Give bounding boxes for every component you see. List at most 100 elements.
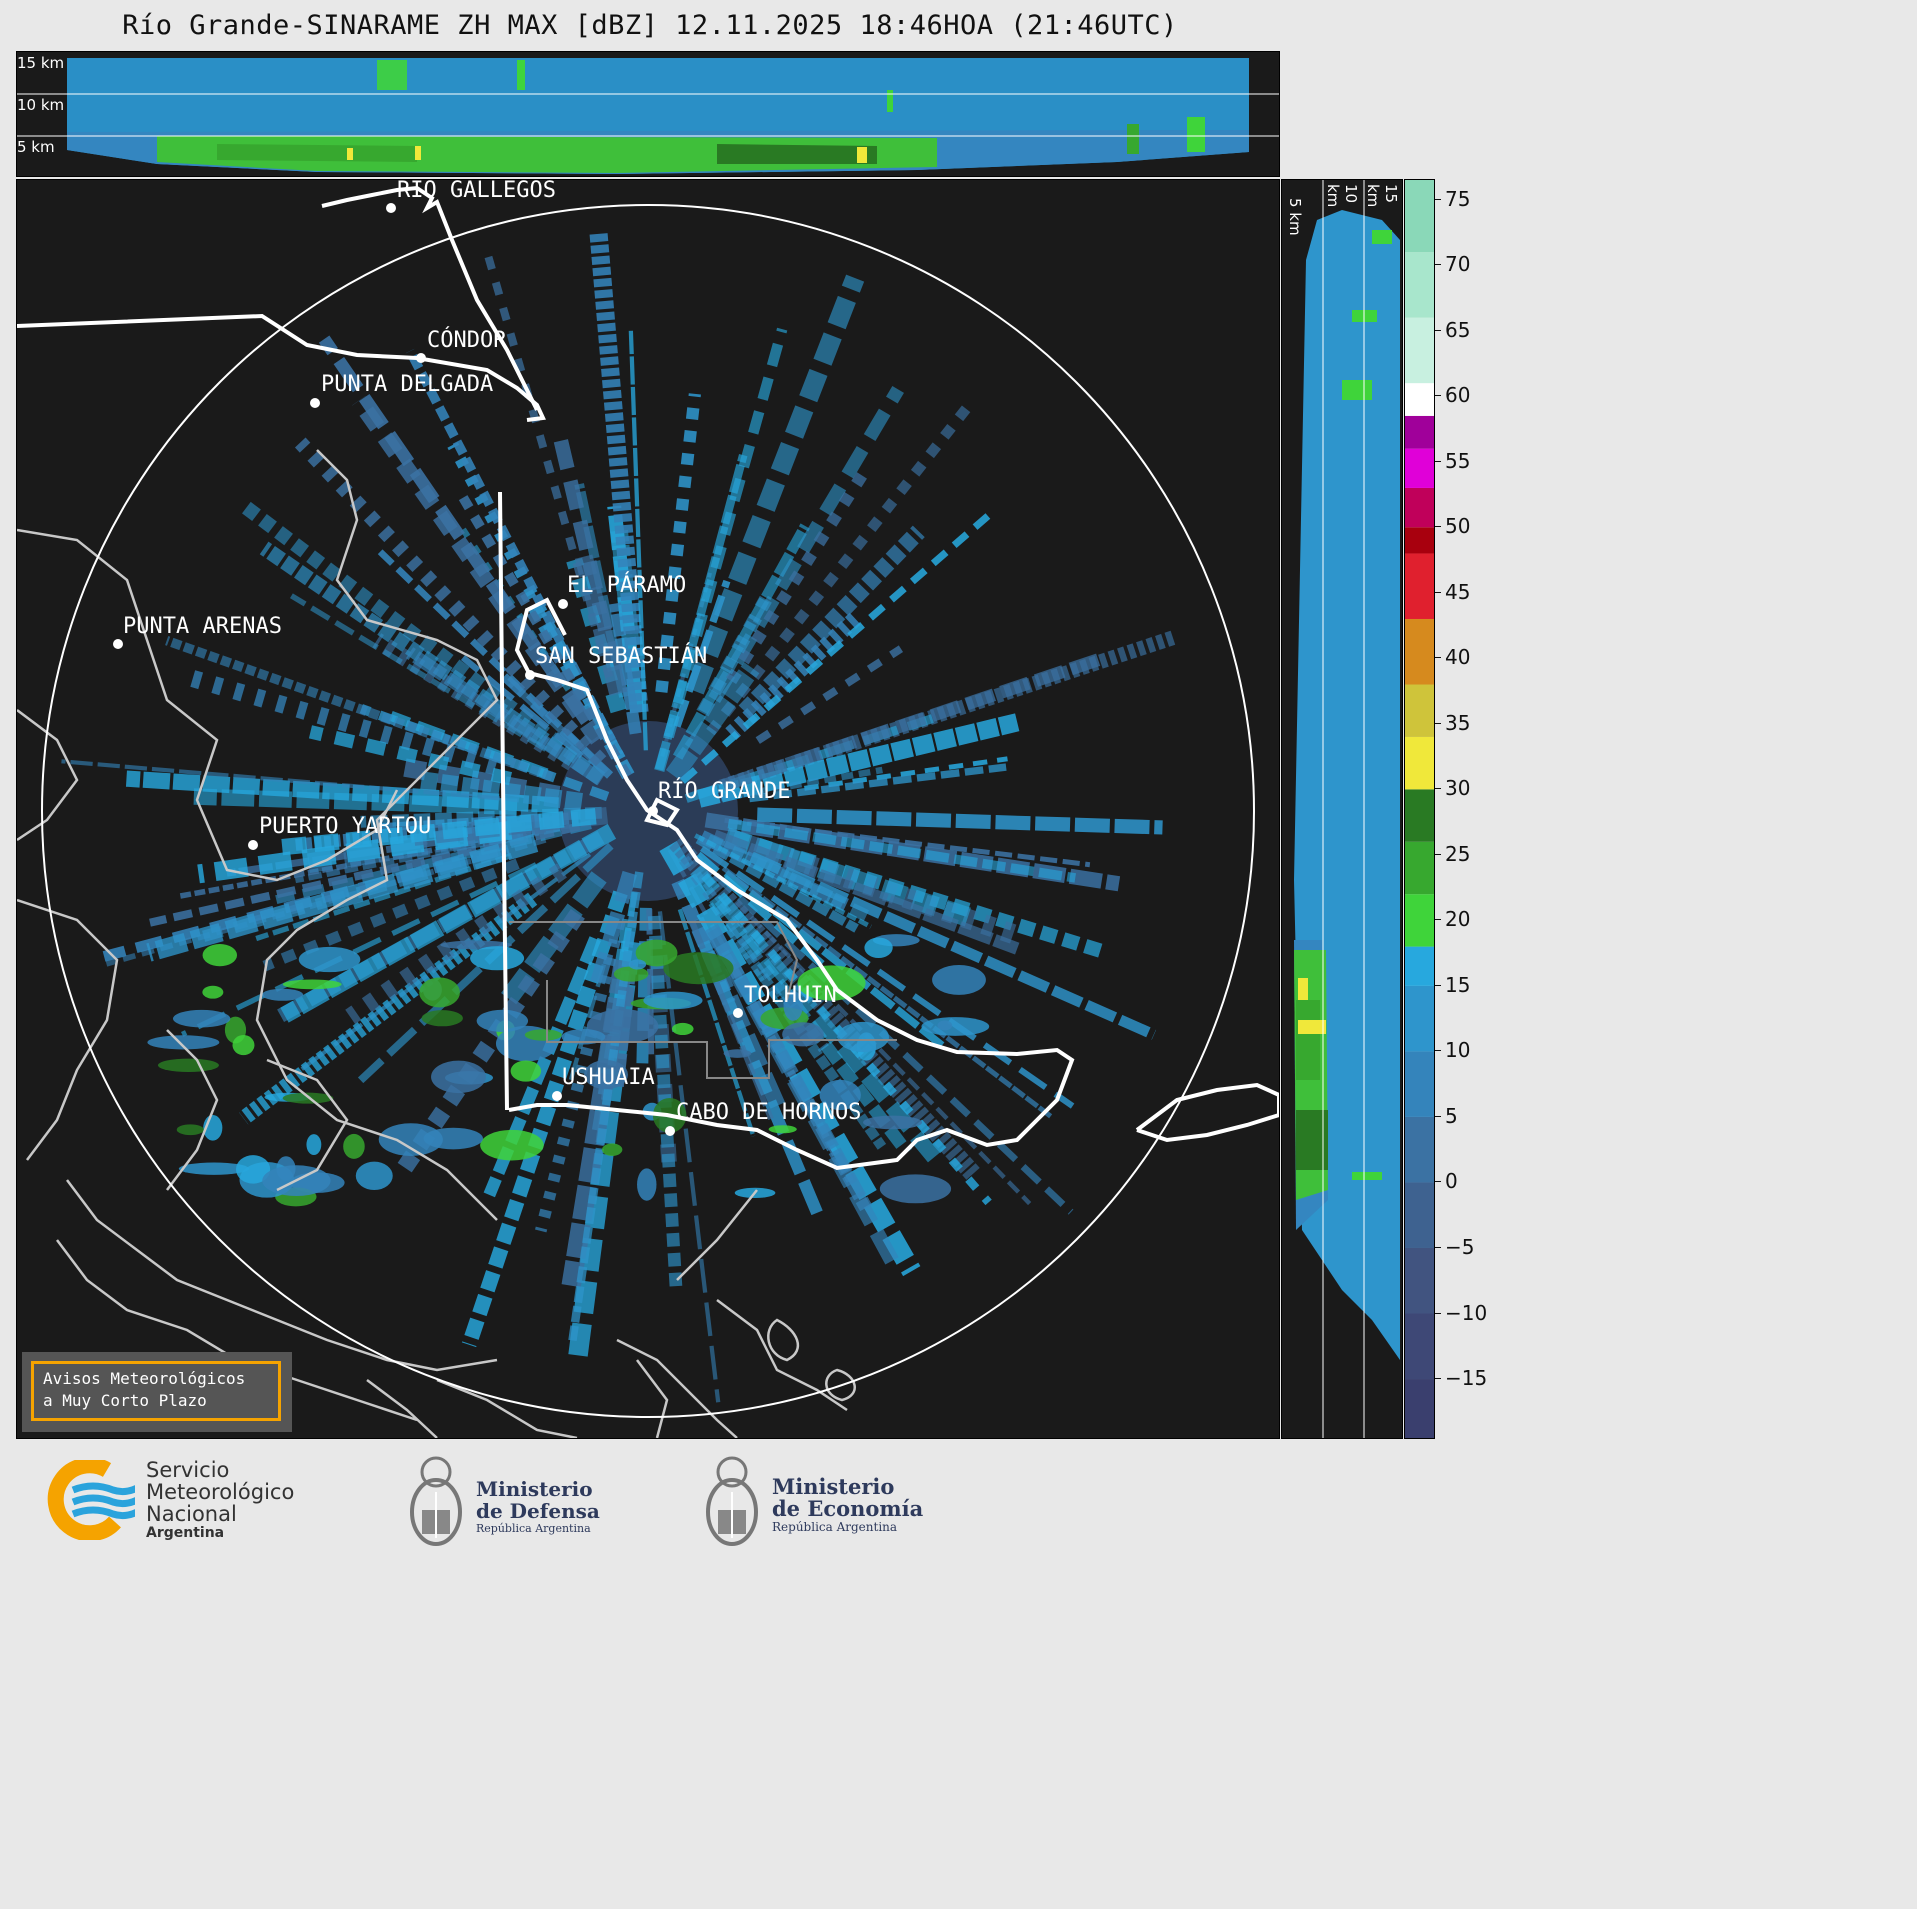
colorbar-band — [1405, 252, 1434, 318]
defensa-line3: República Argentina — [476, 1522, 591, 1535]
radar-echo-ray — [657, 911, 721, 1403]
radar-echo-ray — [697, 940, 825, 1220]
radar-echo-cell — [613, 966, 649, 982]
colorbar-band — [1405, 946, 1434, 986]
colorbar-band — [1405, 985, 1434, 1052]
radar-echo-ray — [420, 771, 583, 811]
colorbar-bands — [1405, 180, 1434, 1438]
city-dot-tolhuin — [733, 1008, 743, 1018]
radar-echo-cell — [235, 1155, 271, 1184]
colorbar-tick-label: 0 — [1435, 1169, 1458, 1193]
smn-line2: Meteorológico — [146, 1480, 295, 1504]
city-dot-puerto-yartou — [248, 840, 258, 850]
radar-echo-cell — [635, 939, 678, 967]
colorbar-tick-label: 20 — [1434, 907, 1470, 931]
range-ring — [41, 204, 1255, 1418]
radar-echo-ray — [149, 822, 581, 927]
radar-echo-ray — [61, 759, 501, 801]
city-label-puerto-yartou: PUERTO YARTOU — [259, 814, 432, 839]
radar-echo-ray — [318, 335, 592, 725]
colorbar-tick-label: 10 — [1434, 1038, 1470, 1062]
colorbar-tick-label: 5 — [1435, 1104, 1458, 1128]
radar-echo-ray — [684, 714, 934, 803]
altitude-label-15km: 15 km — [17, 54, 65, 72]
radar-echo-ray — [725, 611, 862, 741]
avisos-line2: a Muy Corto Plazo — [43, 1391, 207, 1410]
colorbar-tick-label: 50 — [1434, 514, 1470, 538]
economia-line1: Ministerio — [772, 1474, 895, 1499]
radar-echo-cell — [524, 1029, 562, 1041]
radar-echo-cell — [864, 937, 893, 958]
colorbar-band — [1405, 448, 1434, 488]
defensa-logo-text: Ministerio de Defensa República Argentin… — [476, 1478, 600, 1536]
colorbar-tick-label: −5 — [1434, 1235, 1474, 1259]
radar-echo-ray — [628, 330, 648, 751]
radar-echo-ray — [125, 770, 560, 814]
radar-echo-cell — [202, 943, 238, 967]
altitude-label-5km: 5 km — [17, 138, 55, 156]
radar-echo-cell — [172, 1009, 231, 1028]
radar-echo-cell — [178, 1162, 249, 1175]
colorbar-tick-label: −10 — [1434, 1301, 1487, 1325]
economia-logo-text: Ministerio de Economía República Argenti… — [772, 1474, 924, 1535]
radar-echo-ray — [655, 393, 701, 693]
city-dot-condor — [416, 353, 426, 363]
colorbar-band — [1405, 487, 1434, 528]
altitude-label-10km: 10 km — [17, 96, 65, 114]
city-dot-cabo-de-hornos — [665, 1126, 675, 1136]
radar-echo-ray — [289, 593, 548, 752]
colorbar — [1404, 179, 1435, 1439]
city-dot-ushuaia — [552, 1091, 562, 1101]
radar-echo-ray — [720, 766, 883, 802]
radar-echo-cell — [202, 985, 224, 999]
city-dot-san-sebastian — [525, 670, 535, 680]
smn-logo — [45, 1457, 139, 1542]
radar-echo-cell — [782, 1022, 824, 1047]
colorbar-band — [1405, 1247, 1434, 1314]
city-dot-rio-grande — [648, 806, 658, 816]
city-label-rio-gallegos: RÍO GALLEGOS — [397, 179, 556, 203]
economia-line2: de Economía — [772, 1496, 924, 1521]
radar-echo-ray — [804, 756, 1008, 791]
radar-echo-ray — [727, 818, 1076, 883]
colorbar-band — [1405, 736, 1434, 790]
colorbar-tick-label: 15 — [1434, 973, 1470, 997]
defensa-seal-icon — [410, 1456, 462, 1546]
radar-echo-layer — [61, 229, 1176, 1403]
side-altitude-label-10km: 10 km — [1324, 184, 1360, 208]
radar-echo-cell — [419, 977, 460, 1008]
avisos-box: Avisos Meteorológicos a Muy Corto Plazo — [22, 1352, 292, 1432]
colorbar-band — [1405, 894, 1434, 947]
radar-echo-ray — [654, 327, 788, 773]
colorbar-tick-label: −15 — [1434, 1366, 1487, 1390]
colorbar-tick-label: 30 — [1434, 776, 1470, 800]
radar-echo-ray — [460, 655, 584, 759]
radar-echo-ray — [481, 243, 614, 679]
radar-echo-ray — [721, 651, 1106, 792]
radar-echo-cell — [628, 959, 647, 970]
radar-echo-ray — [665, 662, 760, 782]
radar-echo-ray — [146, 833, 539, 962]
radar-echo-cell — [343, 1133, 365, 1159]
radar-echo-cell — [671, 1022, 694, 1036]
economia-seal-icon — [706, 1456, 758, 1546]
radar-echo-cell — [431, 1060, 486, 1094]
defensa-seal — [404, 1450, 468, 1550]
side-cross-section-image — [1294, 180, 1400, 1438]
radar-echo-ray — [507, 679, 609, 775]
radar-echo-cell — [879, 1174, 952, 1204]
colorbar-tick-label: 40 — [1434, 645, 1470, 669]
colorbar-band — [1405, 684, 1434, 737]
colorbar-tick-label: 55 — [1434, 449, 1470, 473]
city-label-condor: CÓNDOR — [427, 328, 507, 353]
radar-echo-ray — [262, 858, 520, 972]
radar-echo-ray — [680, 509, 995, 784]
colorbar-tick-label: 60 — [1434, 383, 1470, 407]
colorbar-band — [1405, 1182, 1434, 1248]
coastline-layer — [17, 449, 856, 1438]
colorbar-tick-label: 75 — [1434, 187, 1470, 211]
radar-echo-cell — [819, 1079, 861, 1111]
side-altitude-label-5km: 5 km — [1286, 198, 1304, 236]
city-dot-punta-delgada — [310, 398, 320, 408]
radar-echo-ray — [723, 870, 947, 1051]
